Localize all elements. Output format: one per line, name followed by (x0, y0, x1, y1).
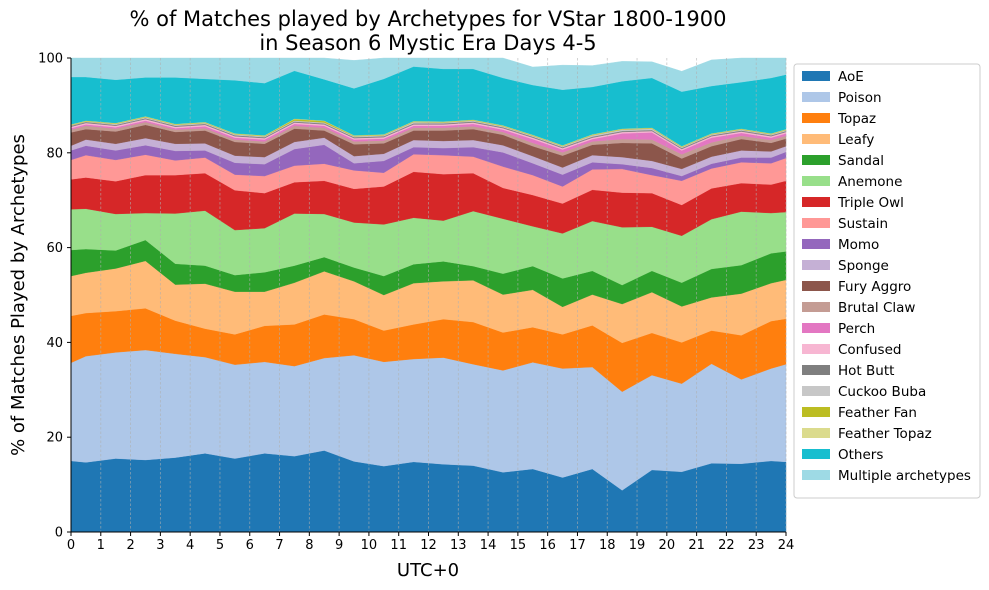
legend-label-topaz: Topaz (837, 111, 876, 127)
legend-label-aoe: AoE (838, 69, 864, 85)
x-tick-label-6: 6 (246, 538, 254, 553)
area-multiple-archetypes (70, 57, 787, 92)
legend-label-multiple-archetypes: Multiple archetypes (838, 468, 971, 484)
x-tick-label-2: 2 (126, 538, 134, 553)
legend-swatch-confused (802, 344, 830, 354)
legend-swatch-triple-owl (802, 197, 830, 207)
x-tick-label-4: 4 (186, 538, 194, 553)
x-tick-label-7: 7 (275, 538, 283, 553)
legend-swatch-momo (802, 239, 830, 249)
y-tick-label-0: 0 (55, 526, 63, 541)
x-tick-label-20: 20 (659, 538, 676, 553)
x-tick-label-19: 19 (629, 538, 646, 553)
x-tick-label-8: 8 (305, 538, 313, 553)
vertical-gridlines (70, 58, 787, 532)
legend-swatch-sandal (802, 155, 830, 165)
legend-swatch-multiple-archetypes (802, 470, 830, 480)
y-tick-label-40: 40 (46, 336, 63, 351)
x-tick-label-12: 12 (420, 538, 437, 553)
x-tick-label-10: 10 (361, 538, 378, 553)
legend-label-others: Others (838, 447, 883, 463)
legend-label-momo: Momo (838, 237, 879, 253)
legend-label-sponge: Sponge (838, 258, 889, 274)
x-axis-ticks: 0 1 2 3 4 5 6 7 8 9 10 11 12 13 14 15 16 17 18 19 20 21 22 23 24 (67, 532, 794, 553)
x-tick-label-9: 9 (335, 538, 343, 553)
legend-swatch-sponge (802, 260, 830, 270)
legend-label-hot-butt: Hot Butt (838, 363, 894, 379)
legend-label-leafy: Leafy (838, 132, 874, 148)
x-tick-label-5: 5 (216, 538, 224, 553)
legend-swatch-perch (802, 323, 830, 333)
legend-swatch-feather-fan (802, 407, 830, 417)
x-tick-label-24: 24 (778, 538, 795, 553)
x-axis-label: UTC+0 (397, 560, 459, 581)
legend-swatch-brutal-claw (802, 302, 830, 312)
y-tick-label-20: 20 (46, 431, 63, 446)
legend-swatch-anemone (802, 176, 830, 186)
legend-label-confused: Confused (838, 342, 901, 358)
x-tick-label-18: 18 (599, 538, 616, 553)
x-tick-label-23: 23 (748, 538, 765, 553)
x-tick-label-21: 21 (688, 538, 705, 553)
x-tick-label-17: 17 (569, 538, 586, 553)
x-tick-label-14: 14 (480, 538, 497, 553)
legend-label-sandal: Sandal (838, 153, 884, 169)
x-tick-label-11: 11 (390, 538, 407, 553)
legend-swatch-topaz (802, 113, 830, 123)
legend-label-triple-owl: Triple Owl (837, 195, 904, 211)
legend-label-feather-fan: Feather Fan (838, 405, 917, 421)
x-tick-label-16: 16 (539, 538, 556, 553)
x-tick-label-15: 15 (510, 538, 527, 553)
legend-swatch-feather-topaz (802, 428, 830, 438)
legend-label-feather-topaz: Feather Topaz (838, 426, 932, 442)
x-tick-label-22: 22 (718, 538, 735, 553)
legend-swatch-fury-aggro (802, 281, 830, 291)
x-tick-label-13: 13 (450, 538, 467, 553)
legend-swatch-sustain (802, 218, 830, 228)
legend-swatch-hot-butt (802, 365, 830, 375)
legend-swatch-others (802, 449, 830, 459)
legend: AoE Poison Topaz Leafy Sandal Anemone Triple O… (793, 63, 981, 499)
legend-label-poison: Poison (838, 90, 882, 106)
legend-label-perch: Perch (838, 321, 875, 337)
y-axis-ticks: 0 20 40 60 80 100 (38, 52, 71, 541)
legend-label-anemone: Anemone (838, 174, 902, 190)
legend-label-brutal-claw: Brutal Claw (838, 300, 915, 316)
legend-label-sustain: Sustain (838, 216, 888, 232)
y-axis-label: % of Matches Played by Archetypes (8, 134, 29, 456)
legend-label-cuckoo-buba: Cuckoo Buba (838, 384, 926, 400)
legend-swatch-aoe (802, 71, 830, 81)
legend-swatch-cuckoo-buba (802, 386, 830, 396)
x-tick-label-0: 0 (67, 538, 75, 553)
y-tick-label-100: 100 (38, 52, 63, 67)
x-tick-label-1: 1 (97, 538, 105, 553)
chart-title-line-1: % of Matches played by Archetypes for VS… (130, 7, 727, 31)
y-tick-label-80: 80 (46, 146, 63, 161)
legend-swatch-leafy (802, 134, 830, 144)
legend-box (793, 63, 981, 499)
y-tick-label-60: 60 (46, 241, 63, 256)
chart-title-line-2: in Season 6 Mystic Era Days 4-5 (259, 31, 596, 55)
x-tick-label-3: 3 (156, 538, 164, 553)
legend-swatch-poison (802, 92, 830, 102)
legend-label-fury-aggro: Fury Aggro (838, 279, 911, 295)
